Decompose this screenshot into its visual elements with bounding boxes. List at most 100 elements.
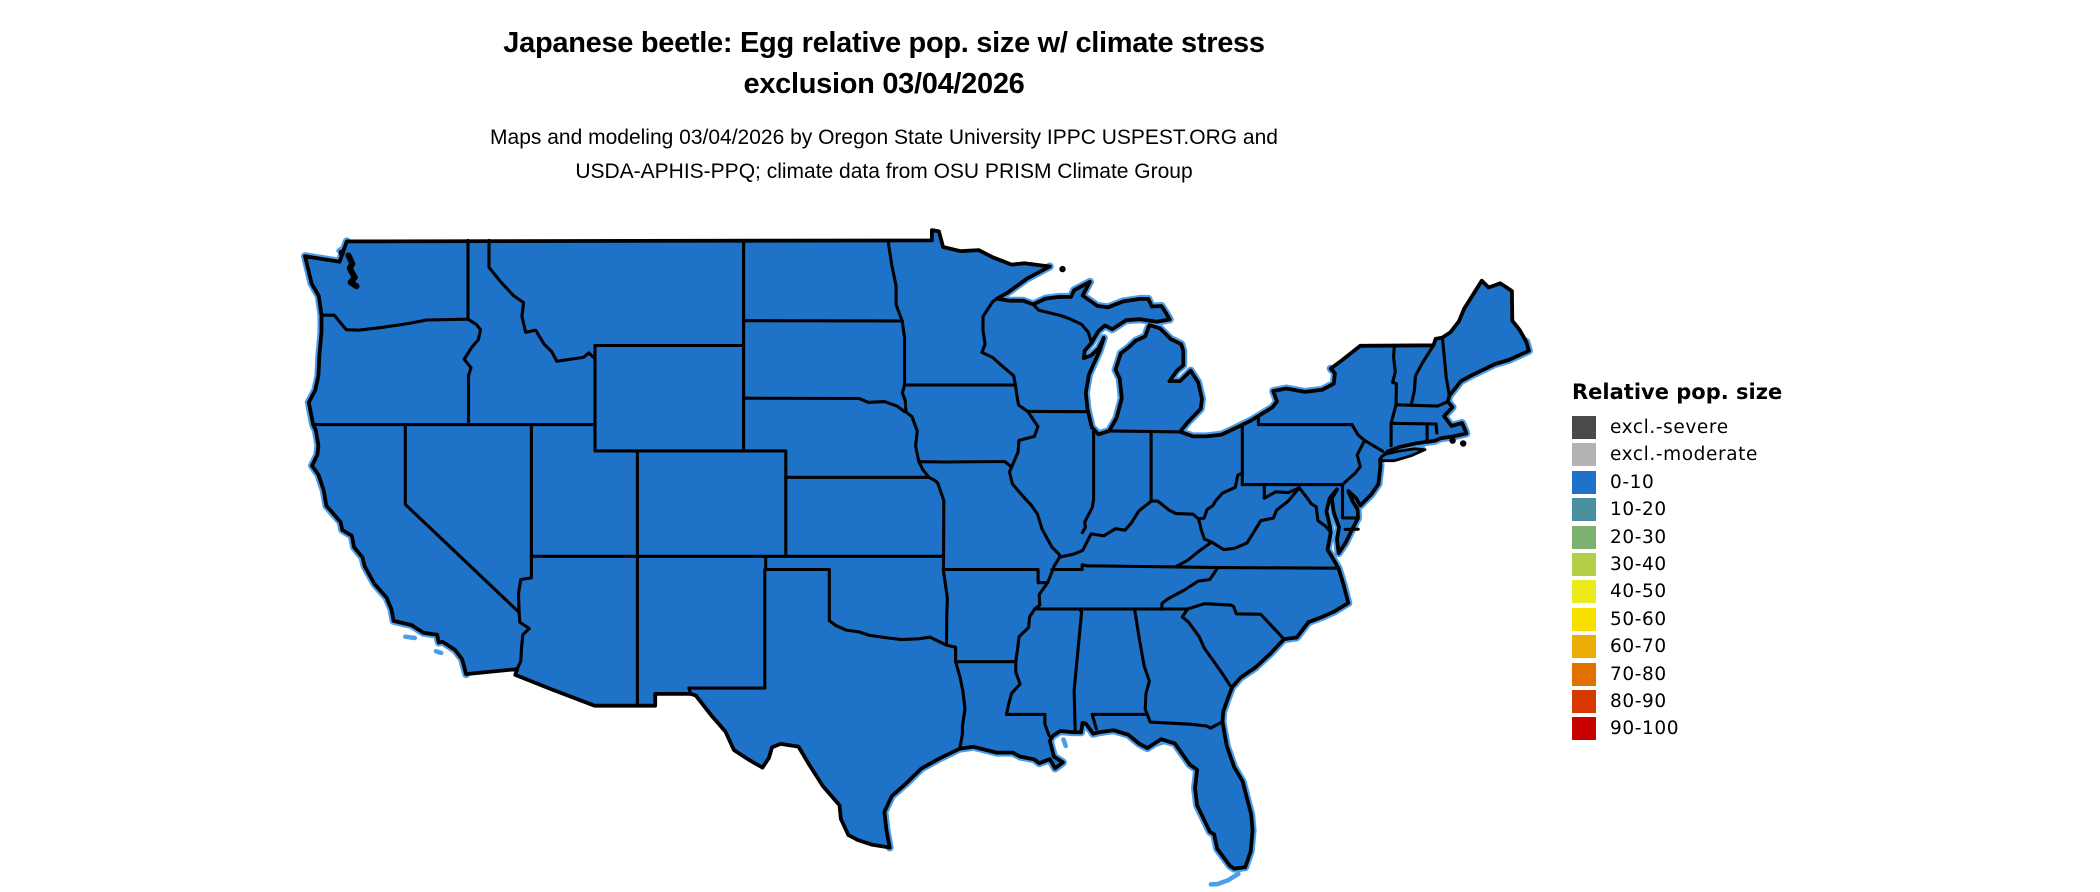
state-border-line [1256, 415, 1354, 427]
state-border-line [917, 460, 931, 479]
legend: Relative pop. size excl.-severe excl.-mod… [1572, 381, 1782, 745]
state-border-line [1004, 712, 1051, 738]
water-mark [1061, 737, 1068, 749]
state-border-line [1440, 336, 1451, 398]
island-dot [1460, 440, 1467, 447]
state-border-line [1004, 555, 1062, 716]
figure-subtitle-line1: Maps and modeling 03/04/2026 by Oregon S… [490, 126, 1278, 149]
state-border-line [764, 567, 949, 647]
legend-item: 60-70 [1572, 635, 1782, 659]
legend-item-label: 20-30 [1610, 526, 1667, 548]
legend-item: 10-20 [1572, 498, 1782, 522]
legend-item-label: 50-60 [1610, 608, 1667, 630]
state-border-line [742, 396, 907, 414]
legend-item-label: excl.-severe [1610, 417, 1729, 438]
water-mark [403, 634, 418, 641]
legend-swatch [1572, 525, 1596, 549]
water-mark [1415, 444, 1426, 451]
legend-item: 80-90 [1572, 689, 1782, 713]
legend-item-label: 80-90 [1610, 690, 1667, 712]
legend-item-label: 40-50 [1610, 581, 1667, 603]
state-border-line [319, 313, 470, 332]
state-border-line [1209, 486, 1301, 552]
state-border-line [1409, 343, 1436, 407]
state-border-line [1180, 607, 1232, 687]
state-border-line [1391, 343, 1398, 407]
legend-swatch [1572, 498, 1596, 522]
legend-item-label: 60-70 [1610, 636, 1667, 658]
legend-swatch [1572, 717, 1596, 741]
state-border-line [917, 459, 1014, 469]
legend-item: 70-80 [1572, 662, 1782, 686]
legend-title: Relative pop. size [1572, 380, 1783, 404]
legend-item-label: 0-10 [1610, 471, 1655, 493]
state-border-line [900, 383, 921, 464]
state-border-line [941, 567, 949, 647]
state-border-line [927, 475, 946, 572]
state-border-line [1080, 430, 1096, 535]
legend-item: 20-30 [1572, 525, 1782, 549]
state-border-line [1173, 565, 1341, 570]
legend-items: excl.-severe excl.-moderate 0-10 10-20 20-30… [1572, 416, 1782, 741]
state-border-line [1186, 602, 1286, 641]
state-border-line [403, 423, 531, 671]
us-land-outline [303, 228, 1531, 871]
legend-item: 0-10 [1572, 470, 1782, 494]
legend-item: excl.-moderate [1572, 443, 1782, 467]
state-border-line [1058, 471, 1244, 559]
legend-item-label: excl.-moderate [1610, 444, 1758, 466]
state-border-line [487, 238, 597, 363]
state-border-line [1434, 422, 1439, 435]
state-border-line [954, 660, 967, 751]
water-mark [1208, 871, 1241, 887]
state-border-line [944, 643, 958, 664]
legend-swatch [1572, 443, 1596, 467]
legend-item: 50-60 [1572, 607, 1782, 631]
legend-swatch [1572, 470, 1596, 494]
water-mark [1153, 739, 1167, 747]
island-dot [338, 249, 345, 256]
state-border-line [1363, 438, 1385, 453]
legend-item-label: 70-80 [1610, 663, 1667, 685]
legend-swatch [1572, 607, 1596, 631]
figure-subtitle-line2: USDA-APHIS-PPQ; climate data from OSU PR… [575, 160, 1193, 183]
legend-item-label: 10-20 [1610, 499, 1667, 521]
water-mark [433, 648, 444, 656]
legend-swatch [1572, 416, 1596, 439]
legend-swatch [1572, 689, 1596, 713]
state-border-line [1050, 563, 1178, 572]
state-border-line [516, 554, 533, 614]
island-dot [1449, 437, 1456, 444]
state-border-line [1340, 423, 1367, 487]
island-dot [1059, 265, 1066, 273]
legend-item: 40-50 [1572, 580, 1782, 604]
state-border-line [1072, 607, 1084, 734]
long-island [1379, 447, 1427, 463]
legend-item-label: 90-100 [1610, 718, 1680, 740]
legend-item: excl.-severe [1572, 416, 1782, 439]
legend-item: 90-100 [1572, 717, 1782, 741]
state-border-line [1133, 607, 1151, 716]
state-border-line [1090, 712, 1098, 731]
legend-item: 30-40 [1572, 552, 1782, 576]
state-border-line [1031, 302, 1094, 345]
legend-swatch [1572, 635, 1596, 659]
figure-title-line2: exclusion 03/04/2026 [743, 68, 1025, 100]
state-border-line [1394, 400, 1450, 408]
state-border-line [1197, 517, 1214, 544]
state-border-line [941, 567, 1050, 585]
state-border-line [1173, 540, 1214, 569]
state-border-line [1107, 429, 1182, 434]
state-border-line [886, 238, 904, 323]
puget-sound [345, 252, 360, 290]
state-border-line [1160, 566, 1220, 611]
state-border-line [687, 567, 767, 696]
state-border-line [1340, 483, 1360, 520]
state-border-line [1262, 486, 1333, 534]
state-border-line [1389, 421, 1438, 426]
legend-swatch [1572, 580, 1596, 604]
figure-title: Japanese beetle: Egg relative pop. size … [0, 23, 1768, 105]
water-mark [336, 245, 345, 253]
